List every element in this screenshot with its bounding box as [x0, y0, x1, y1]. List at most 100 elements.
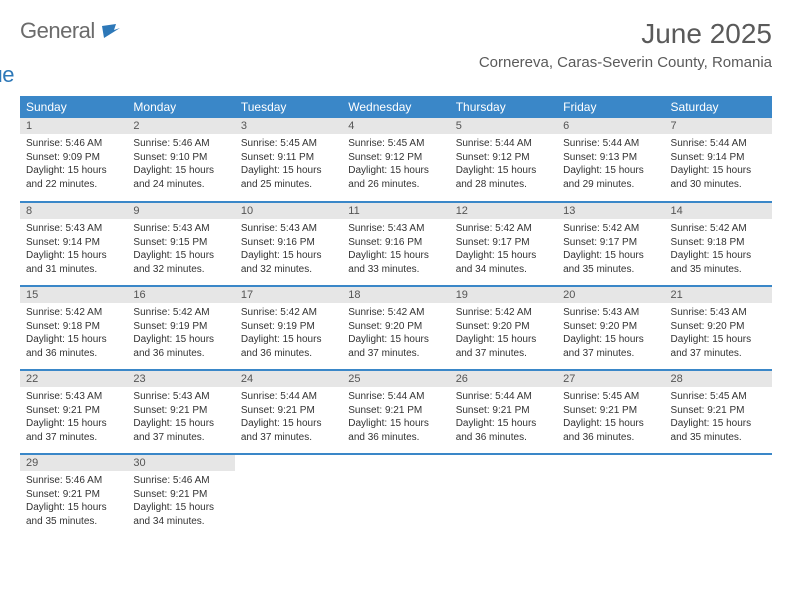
- location-text: Cornereva, Caras-Severin County, Romania: [479, 54, 772, 71]
- sunrise-line: Sunrise: 5:42 AM: [26, 306, 121, 320]
- day-number: 23: [127, 371, 234, 387]
- day-number-bar: 26: [450, 371, 557, 387]
- day-details: Sunrise: 5:42 AMSunset: 9:17 PMDaylight:…: [557, 219, 664, 282]
- calendar-day-cell: 11Sunrise: 5:43 AMSunset: 9:16 PMDayligh…: [342, 202, 449, 286]
- day-details: Sunrise: 5:44 AMSunset: 9:21 PMDaylight:…: [342, 387, 449, 450]
- daylight-line: Daylight: 15 hours and 34 minutes.: [456, 249, 551, 276]
- daylight-line: Daylight: 15 hours and 35 minutes.: [563, 249, 658, 276]
- day-number-bar: 16: [127, 287, 234, 303]
- day-number-bar: 4: [342, 118, 449, 134]
- sunset-line: Sunset: 9:21 PM: [241, 404, 336, 418]
- day-number: 1: [20, 118, 127, 134]
- sunrise-line: Sunrise: 5:46 AM: [26, 474, 121, 488]
- calendar-day-cell: [665, 454, 772, 538]
- day-number: 18: [342, 287, 449, 303]
- day-number-bar: 25: [342, 371, 449, 387]
- day-number: 17: [235, 287, 342, 303]
- sunset-line: Sunset: 9:21 PM: [348, 404, 443, 418]
- calendar-day-cell: 1Sunrise: 5:46 AMSunset: 9:09 PMDaylight…: [20, 118, 127, 202]
- sunrise-line: Sunrise: 5:42 AM: [241, 306, 336, 320]
- day-number: 6: [557, 118, 664, 134]
- day-details: Sunrise: 5:43 AMSunset: 9:20 PMDaylight:…: [557, 303, 664, 366]
- day-number: 10: [235, 203, 342, 219]
- calendar-week-row: 15Sunrise: 5:42 AMSunset: 9:18 PMDayligh…: [20, 286, 772, 370]
- day-number: 24: [235, 371, 342, 387]
- day-details: Sunrise: 5:42 AMSunset: 9:20 PMDaylight:…: [342, 303, 449, 366]
- day-number: 19: [450, 287, 557, 303]
- sunset-line: Sunset: 9:16 PM: [348, 236, 443, 250]
- daylight-line: Daylight: 15 hours and 37 minutes.: [241, 417, 336, 444]
- sunset-line: Sunset: 9:15 PM: [133, 236, 228, 250]
- sunrise-line: Sunrise: 5:42 AM: [348, 306, 443, 320]
- day-details: Sunrise: 5:45 AMSunset: 9:21 PMDaylight:…: [557, 387, 664, 450]
- sunset-line: Sunset: 9:21 PM: [563, 404, 658, 418]
- daylight-line: Daylight: 15 hours and 35 minutes.: [671, 249, 766, 276]
- logo-text-blue: Blue: [0, 62, 120, 88]
- day-details: Sunrise: 5:44 AMSunset: 9:21 PMDaylight:…: [235, 387, 342, 450]
- sunrise-line: Sunrise: 5:44 AM: [456, 390, 551, 404]
- sunrise-line: Sunrise: 5:42 AM: [133, 306, 228, 320]
- sunset-line: Sunset: 9:20 PM: [348, 320, 443, 334]
- day-number-bar: 20: [557, 287, 664, 303]
- sunrise-line: Sunrise: 5:44 AM: [456, 137, 551, 151]
- sunrise-line: Sunrise: 5:43 AM: [133, 390, 228, 404]
- day-details: Sunrise: 5:42 AMSunset: 9:19 PMDaylight:…: [235, 303, 342, 366]
- day-number: 30: [127, 455, 234, 471]
- sunset-line: Sunset: 9:20 PM: [563, 320, 658, 334]
- sunset-line: Sunset: 9:21 PM: [26, 488, 121, 502]
- calendar-day-cell: 3Sunrise: 5:45 AMSunset: 9:11 PMDaylight…: [235, 118, 342, 202]
- daylight-line: Daylight: 15 hours and 36 minutes.: [456, 417, 551, 444]
- calendar-week-row: 8Sunrise: 5:43 AMSunset: 9:14 PMDaylight…: [20, 202, 772, 286]
- day-number: 7: [665, 118, 772, 134]
- calendar-day-cell: 9Sunrise: 5:43 AMSunset: 9:15 PMDaylight…: [127, 202, 234, 286]
- day-details: Sunrise: 5:43 AMSunset: 9:14 PMDaylight:…: [20, 219, 127, 282]
- daylight-line: Daylight: 15 hours and 24 minutes.: [133, 164, 228, 191]
- day-details: Sunrise: 5:42 AMSunset: 9:17 PMDaylight:…: [450, 219, 557, 282]
- sunset-line: Sunset: 9:12 PM: [456, 151, 551, 165]
- sunset-line: Sunset: 9:17 PM: [563, 236, 658, 250]
- header: General Blue June 2025 Cornereva, Caras-…: [20, 18, 772, 88]
- day-number-bar: 9: [127, 203, 234, 219]
- day-number: 16: [127, 287, 234, 303]
- sunset-line: Sunset: 9:13 PM: [563, 151, 658, 165]
- day-details: Sunrise: 5:46 AMSunset: 9:21 PMDaylight:…: [127, 471, 234, 534]
- weekday-header: Tuesday: [235, 96, 342, 118]
- calendar-day-cell: 24Sunrise: 5:44 AMSunset: 9:21 PMDayligh…: [235, 370, 342, 454]
- daylight-line: Daylight: 15 hours and 35 minutes.: [671, 417, 766, 444]
- calendar-day-cell: 10Sunrise: 5:43 AMSunset: 9:16 PMDayligh…: [235, 202, 342, 286]
- daylight-line: Daylight: 15 hours and 37 minutes.: [133, 417, 228, 444]
- daylight-line: Daylight: 15 hours and 34 minutes.: [133, 501, 228, 528]
- daylight-line: Daylight: 15 hours and 36 minutes.: [348, 417, 443, 444]
- day-number: 13: [557, 203, 664, 219]
- sunset-line: Sunset: 9:17 PM: [456, 236, 551, 250]
- daylight-line: Daylight: 15 hours and 29 minutes.: [563, 164, 658, 191]
- month-title: June 2025: [479, 18, 772, 50]
- day-number-bar: 7: [665, 118, 772, 134]
- daylight-line: Daylight: 15 hours and 32 minutes.: [241, 249, 336, 276]
- day-number: 27: [557, 371, 664, 387]
- weekday-header: Wednesday: [342, 96, 449, 118]
- sunrise-line: Sunrise: 5:42 AM: [456, 222, 551, 236]
- day-details: Sunrise: 5:45 AMSunset: 9:11 PMDaylight:…: [235, 134, 342, 197]
- day-number-bar: 2: [127, 118, 234, 134]
- day-number-bar: 22: [20, 371, 127, 387]
- sunrise-line: Sunrise: 5:43 AM: [26, 222, 121, 236]
- daylight-line: Daylight: 15 hours and 26 minutes.: [348, 164, 443, 191]
- day-number: 5: [450, 118, 557, 134]
- day-details: Sunrise: 5:44 AMSunset: 9:13 PMDaylight:…: [557, 134, 664, 197]
- day-details: Sunrise: 5:43 AMSunset: 9:15 PMDaylight:…: [127, 219, 234, 282]
- day-details: Sunrise: 5:42 AMSunset: 9:18 PMDaylight:…: [665, 219, 772, 282]
- calendar-day-cell: 26Sunrise: 5:44 AMSunset: 9:21 PMDayligh…: [450, 370, 557, 454]
- calendar-table: Sunday Monday Tuesday Wednesday Thursday…: [20, 96, 772, 538]
- day-details: Sunrise: 5:44 AMSunset: 9:12 PMDaylight:…: [450, 134, 557, 197]
- calendar-day-cell: 7Sunrise: 5:44 AMSunset: 9:14 PMDaylight…: [665, 118, 772, 202]
- calendar-day-cell: 29Sunrise: 5:46 AMSunset: 9:21 PMDayligh…: [20, 454, 127, 538]
- daylight-line: Daylight: 15 hours and 37 minutes.: [563, 333, 658, 360]
- calendar-day-cell: [450, 454, 557, 538]
- calendar-day-cell: 2Sunrise: 5:46 AMSunset: 9:10 PMDaylight…: [127, 118, 234, 202]
- calendar-day-cell: 6Sunrise: 5:44 AMSunset: 9:13 PMDaylight…: [557, 118, 664, 202]
- day-number-bar: 14: [665, 203, 772, 219]
- daylight-line: Daylight: 15 hours and 31 minutes.: [26, 249, 121, 276]
- sunrise-line: Sunrise: 5:46 AM: [133, 137, 228, 151]
- daylight-line: Daylight: 15 hours and 36 minutes.: [241, 333, 336, 360]
